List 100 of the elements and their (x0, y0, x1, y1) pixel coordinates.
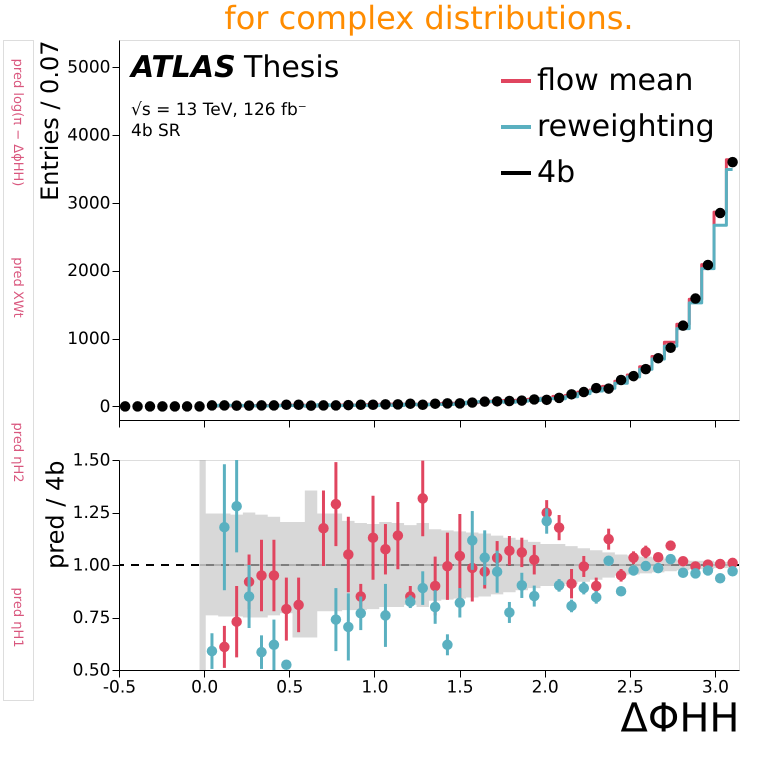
annotation: 4b SR (131, 121, 181, 141)
point (281, 604, 292, 614)
y-tick-label: 4000 (67, 126, 110, 146)
point (479, 396, 490, 407)
point (516, 580, 528, 591)
point (467, 397, 478, 408)
y-tick-label: 5000 (67, 58, 110, 78)
point (590, 592, 602, 603)
point (442, 561, 453, 572)
point (616, 570, 626, 581)
point (727, 156, 738, 168)
point (516, 395, 528, 406)
point (454, 398, 466, 409)
x-tick-label: 2.0 (532, 678, 559, 698)
point (603, 556, 614, 566)
point (368, 532, 378, 543)
point (665, 540, 676, 551)
point (368, 400, 378, 410)
point (603, 534, 614, 544)
point (529, 394, 540, 405)
point (714, 208, 726, 218)
point (392, 399, 404, 410)
point (157, 401, 168, 412)
point (417, 493, 428, 504)
point (590, 580, 602, 592)
point (504, 396, 515, 406)
point (690, 293, 701, 304)
legend-label: 4b (537, 155, 576, 190)
legend-label: reweighting (537, 109, 715, 144)
point (504, 607, 515, 618)
point (256, 646, 267, 658)
annotation: Thesis (243, 50, 340, 85)
point (318, 523, 329, 534)
point (516, 547, 528, 558)
point (628, 370, 639, 382)
point (430, 580, 440, 592)
point (652, 562, 664, 574)
point (219, 522, 230, 532)
point (454, 550, 466, 562)
y-axis-title: Entries / 0.07 (36, 40, 64, 201)
point (318, 400, 329, 411)
x-tick-label: 1.0 (361, 678, 388, 698)
point (343, 549, 354, 560)
point (231, 400, 242, 411)
point (529, 590, 540, 602)
point (492, 566, 502, 577)
point (231, 500, 242, 512)
point (554, 522, 564, 533)
point (144, 401, 156, 412)
y-tick-label: 1000 (67, 329, 110, 350)
point (132, 401, 143, 412)
point (702, 260, 714, 270)
point (714, 572, 726, 584)
y-tick-label: 1.50 (72, 450, 110, 470)
point (244, 591, 254, 602)
point (182, 401, 192, 412)
point (430, 398, 440, 409)
point (529, 554, 540, 565)
point (578, 386, 590, 398)
point (554, 392, 564, 404)
point (665, 342, 676, 353)
point (566, 578, 577, 589)
point (231, 616, 242, 627)
point (356, 608, 366, 619)
point (479, 552, 490, 563)
point (541, 516, 552, 526)
point (405, 596, 416, 607)
point (281, 660, 292, 670)
point (256, 570, 267, 581)
x-tick-label: 3.0 (702, 678, 729, 698)
point (330, 498, 342, 510)
point (293, 400, 304, 410)
point (330, 614, 342, 625)
point (652, 353, 664, 364)
point (616, 374, 626, 386)
point (256, 400, 267, 411)
text: pred XWt (10, 257, 25, 318)
y-tick-label: 2000 (67, 261, 110, 282)
point (678, 568, 688, 578)
chart-title: for complex distributions. (224, 0, 634, 37)
y-tick-label: 3000 (67, 193, 110, 214)
point (628, 565, 639, 576)
point (405, 398, 416, 409)
point (194, 401, 205, 412)
point (590, 382, 602, 394)
x-tick-label: 2.5 (616, 678, 644, 698)
point (343, 622, 354, 632)
legend-label: flow mean (537, 63, 694, 98)
point (454, 598, 466, 608)
point (578, 582, 590, 594)
point (616, 586, 626, 596)
point (603, 383, 614, 394)
point (702, 565, 714, 576)
point (640, 560, 652, 572)
point (219, 400, 230, 411)
point (244, 400, 254, 411)
point (380, 610, 391, 621)
point (678, 320, 688, 331)
point (293, 600, 304, 610)
point (343, 400, 354, 410)
